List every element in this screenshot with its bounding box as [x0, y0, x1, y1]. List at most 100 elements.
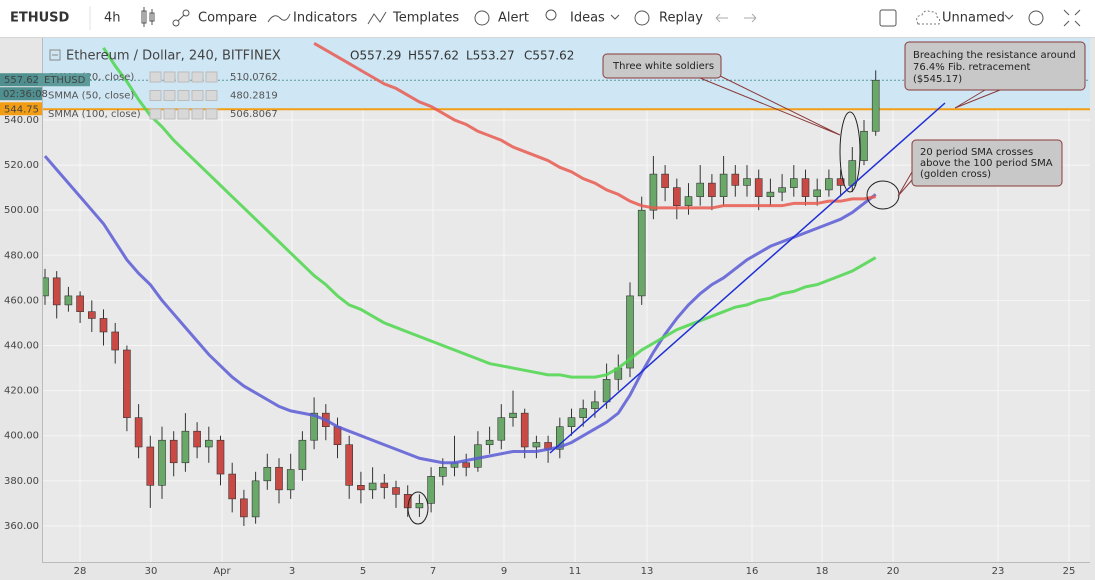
- legend-low: L553.27: [466, 49, 515, 63]
- trend-line: [549, 102, 946, 454]
- indicator-button: [205, 108, 218, 120]
- y-tick-label: 400.00: [4, 431, 39, 442]
- indicator-button: [163, 108, 176, 120]
- ideas-dropdown[interactable]: [610, 14, 620, 20]
- redo[interactable]: [744, 13, 757, 23]
- undo[interactable]: [715, 13, 728, 23]
- x-tick-label: 30: [145, 566, 158, 577]
- candle-icon[interactable]: [141, 7, 155, 27]
- indicator-button: [205, 71, 218, 83]
- candle-body: [146, 446, 155, 486]
- candle-body: [111, 331, 119, 351]
- replay-icon[interactable]: [634, 10, 650, 26]
- indicators[interactable]: Indicators: [293, 11, 357, 26]
- candle-body: [310, 412, 318, 441]
- candle-body: [240, 498, 248, 518]
- annotations: Three white soldiers Breaching the resis…: [407, 41, 1086, 525]
- resistance-pointer: [954, 89, 1001, 109]
- countdown-badge: [0, 87, 42, 101]
- candle-body: [462, 462, 471, 468]
- symbol-badge: [38, 73, 90, 87]
- candle-body: [825, 178, 833, 191]
- candle-body: [579, 408, 588, 418]
- templates-icon[interactable]: [367, 11, 387, 25]
- last-price-label: 557.62: [4, 75, 39, 86]
- y-tick-label: 360.00: [4, 521, 39, 532]
- indicator-name: SMMA (20, close): [48, 72, 134, 83]
- y-tick-label: 480.00: [4, 250, 39, 261]
- indicator-button: [149, 90, 162, 101]
- legend-close: C557.62: [524, 49, 574, 63]
- candle-body: [263, 466, 272, 482]
- candle-body: [696, 182, 705, 197]
- ideas-icon[interactable]: [545, 9, 557, 21]
- smma-line: [43, 155, 877, 465]
- resistance-text: ($545.17): [913, 74, 962, 85]
- replay[interactable]: Replay: [659, 11, 703, 26]
- collapse-legend[interactable]: [49, 49, 61, 61]
- x-tick-label: 20: [887, 566, 900, 577]
- candle-body: [392, 487, 400, 495]
- x-tick-label: Apr: [213, 566, 231, 577]
- alert-icon[interactable]: [474, 10, 490, 26]
- price-badges: 557.62 ETHUSD 02:36:08 544.75: [0, 73, 90, 116]
- indicator-button: [163, 71, 176, 83]
- candle-body: [134, 417, 143, 448]
- cloud-icon[interactable]: [916, 10, 941, 25]
- candle-body: [474, 444, 482, 468]
- indicators-icon[interactable]: [267, 13, 291, 23]
- y-tick-label: 460.00: [4, 295, 39, 306]
- indicator-button: [149, 71, 162, 83]
- candle-body: [99, 318, 108, 333]
- compare[interactable]: Compare: [198, 11, 257, 26]
- y-tick-label: 520.00: [4, 160, 39, 171]
- candle-body: [567, 417, 576, 427]
- x-tick-label: 5: [360, 566, 366, 577]
- interval[interactable]: 4h: [104, 11, 121, 26]
- candle-body: [380, 482, 389, 488]
- compare-icon[interactable]: [172, 9, 190, 27]
- legend-open: O557.29: [350, 49, 401, 63]
- candle-body: [88, 311, 96, 319]
- candle-body: [684, 196, 693, 206]
- candle-body: [275, 466, 283, 491]
- candle-body: [509, 412, 517, 418]
- indicator-value: 506.8067: [230, 109, 278, 120]
- candle-body: [497, 417, 506, 441]
- templates[interactable]: Templates: [392, 11, 459, 26]
- y-tick-label: 540.00: [4, 115, 39, 126]
- candle-body: [801, 178, 810, 197]
- candle-body: [193, 430, 201, 448]
- indicator-button: [177, 71, 190, 83]
- resistance-text: 76.4% Fib. retracement: [913, 62, 1031, 73]
- smma-line: [102, 46, 877, 379]
- indicator-name: SMMA (50, close): [48, 91, 134, 102]
- x-tick-label: 9: [501, 566, 507, 577]
- layout-dropdown[interactable]: [1004, 14, 1014, 20]
- candle-body: [637, 209, 646, 297]
- x-tick-label: 18: [816, 566, 829, 577]
- candle-body: [158, 439, 166, 486]
- x-tick-label: 28: [74, 566, 87, 577]
- candle-body: [485, 439, 494, 446]
- candle-body: [298, 439, 307, 470]
- candle-body: [860, 130, 868, 161]
- candle-body: [169, 439, 178, 464]
- y-tick-label: 440.00: [4, 340, 39, 351]
- x-tick-label: 25: [1063, 566, 1076, 577]
- alert[interactable]: Alert: [498, 11, 529, 26]
- fullscreen-box[interactable]: [879, 9, 897, 27]
- expand-icon[interactable]: [1063, 9, 1081, 27]
- ideas[interactable]: Ideas: [570, 11, 605, 26]
- x-tick-label: 13: [641, 566, 654, 577]
- settings-icon[interactable]: [1028, 10, 1044, 26]
- symbol[interactable]: ETHUSD: [10, 11, 70, 26]
- layout-name[interactable]: Unnamed: [942, 11, 1005, 26]
- y-tick-label: 380.00: [4, 476, 39, 487]
- smma-line: [313, 42, 876, 210]
- soldiers-ellipse: [839, 111, 861, 193]
- y-tick-label: 420.00: [4, 386, 39, 397]
- candle-body: [427, 476, 435, 504]
- indicator-value: 480.2819: [230, 91, 278, 102]
- indicator-button: [205, 90, 218, 101]
